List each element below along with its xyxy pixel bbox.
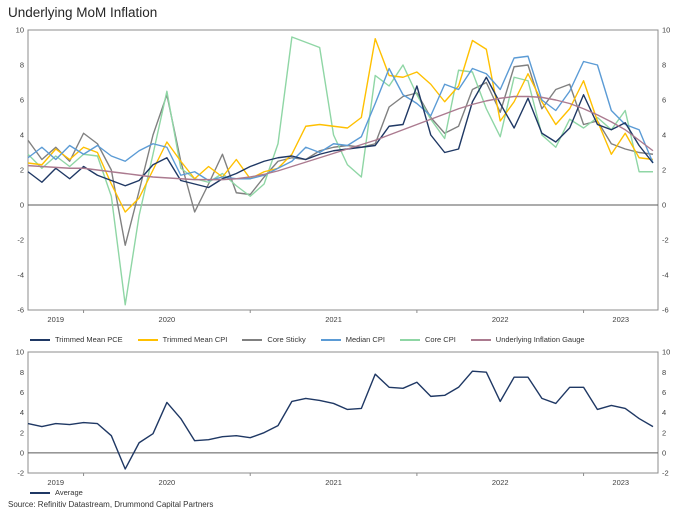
legend-label: Median CPI: [345, 335, 385, 344]
y-tick-label: 8: [662, 61, 666, 70]
legend-label: Trimmed Mean PCE: [55, 335, 123, 344]
y-tick-label: 4: [662, 408, 666, 417]
legend-label: Trimmed Mean CPI: [162, 335, 228, 344]
x-tick-label: 2019: [47, 478, 64, 487]
legend-item-trimmed-mean-cpi: Trimmed Mean CPI: [137, 335, 228, 344]
legend-label: Core Sticky: [267, 335, 306, 344]
legend-item-trimmed-mean-pce: Trimmed Mean PCE: [30, 335, 123, 344]
y-tick-label: 6: [662, 388, 666, 397]
series-line-underlying-inflation-gauge: [27, 95, 654, 181]
y-tick-label: 6: [20, 96, 24, 105]
y-tick-label: -4: [17, 271, 24, 280]
x-tick-label: 2022: [492, 315, 509, 324]
y-tick-label: 6: [662, 96, 666, 105]
line-swatch: [470, 338, 491, 341]
line-swatch: [30, 338, 50, 341]
y-tick-label: -6: [17, 306, 24, 315]
legend-item-core-cpi: Core CPI: [399, 335, 456, 344]
series-line-average: [27, 370, 654, 470]
top-chart-legend: Trimmed Mean PCE Trimmed Mean CPI Core S…: [30, 335, 600, 344]
y-tick-label: -2: [17, 469, 24, 478]
y-tick-label: 10: [662, 26, 670, 35]
line-swatch: [242, 338, 263, 341]
legend-item-average: Average: [30, 488, 83, 497]
y-tick-label: 8: [662, 368, 666, 377]
line-swatch: [30, 491, 50, 494]
y-tick-label: -2: [662, 236, 669, 245]
y-tick-label: -2: [662, 469, 669, 478]
legend-item-core-sticky: Core Sticky: [242, 335, 306, 344]
y-tick-label: -4: [662, 271, 669, 280]
y-tick-label: 2: [662, 428, 666, 437]
y-tick-label: 10: [16, 348, 24, 357]
legend-label: Average: [55, 488, 83, 497]
y-tick-label: 8: [20, 61, 24, 70]
y-tick-label: 2: [662, 166, 666, 175]
y-tick-label: 4: [662, 131, 666, 140]
y-tick-label: -2: [17, 236, 24, 245]
y-tick-label: 8: [20, 368, 24, 377]
series-line-trimmed-mean-pce: [27, 76, 654, 189]
x-tick-label: 2020: [159, 478, 176, 487]
plot-frame: [27, 29, 659, 311]
x-tick-label: 2019: [47, 315, 64, 324]
y-tick-label: 6: [20, 388, 24, 397]
line-swatch: [320, 338, 341, 341]
x-tick-label: 2023: [612, 478, 629, 487]
plot-frame: [27, 351, 659, 474]
y-tick-label: 10: [16, 26, 24, 35]
bottom-chart-legend: Average: [30, 488, 98, 497]
legend-label: Core CPI: [424, 335, 456, 344]
legend-item-median-cpi: Median CPI: [320, 335, 385, 344]
top-inflation-chart: 10 10 8 8 6 6 4 4 2 2 0 0 -2 -2 -4 -4 -6 -6 2019 2020 2021 20…: [16, 26, 671, 324]
x-tick-label: 2021: [325, 478, 342, 487]
line-swatch: [137, 338, 158, 341]
y-tick-label: 10: [662, 348, 670, 357]
y-tick-label: 4: [20, 408, 24, 417]
y-tick-label: 4: [20, 131, 24, 140]
source-note: Source: Refinitiv Datastream, Drummond C…: [8, 500, 214, 509]
page-title: Underlying MoM Inflation: [8, 5, 158, 20]
series-line-core-cpi: [27, 36, 653, 306]
x-tick-label: 2022: [492, 478, 509, 487]
x-tick-label: 2023: [612, 315, 629, 324]
y-tick-label: 0: [20, 448, 24, 457]
series-line-median-cpi: [27, 55, 654, 182]
legend-label: Underlying Inflation Gauge: [495, 335, 585, 344]
series-line-trimmed-mean-cpi: [27, 38, 654, 213]
series-line-core-sticky: [27, 64, 654, 246]
y-tick-label: 0: [662, 201, 666, 210]
line-swatch: [399, 338, 420, 341]
legend-item-underlying-inflation-gauge: Underlying Inflation Gauge: [470, 335, 585, 344]
x-tick-label: 2020: [159, 315, 176, 324]
y-tick-label: 0: [20, 201, 24, 210]
y-tick-label: 2: [20, 428, 24, 437]
x-tick-label: 2021: [325, 315, 342, 324]
average-inflation-chart: 10 10 8 8 6 6 4 4 2 2 0 0 -2 -2 2019 2020 2021 2022 2023: [16, 348, 671, 487]
y-tick-label: -6: [662, 306, 669, 315]
y-tick-label: 2: [20, 166, 24, 175]
y-tick-label: 0: [662, 448, 666, 457]
